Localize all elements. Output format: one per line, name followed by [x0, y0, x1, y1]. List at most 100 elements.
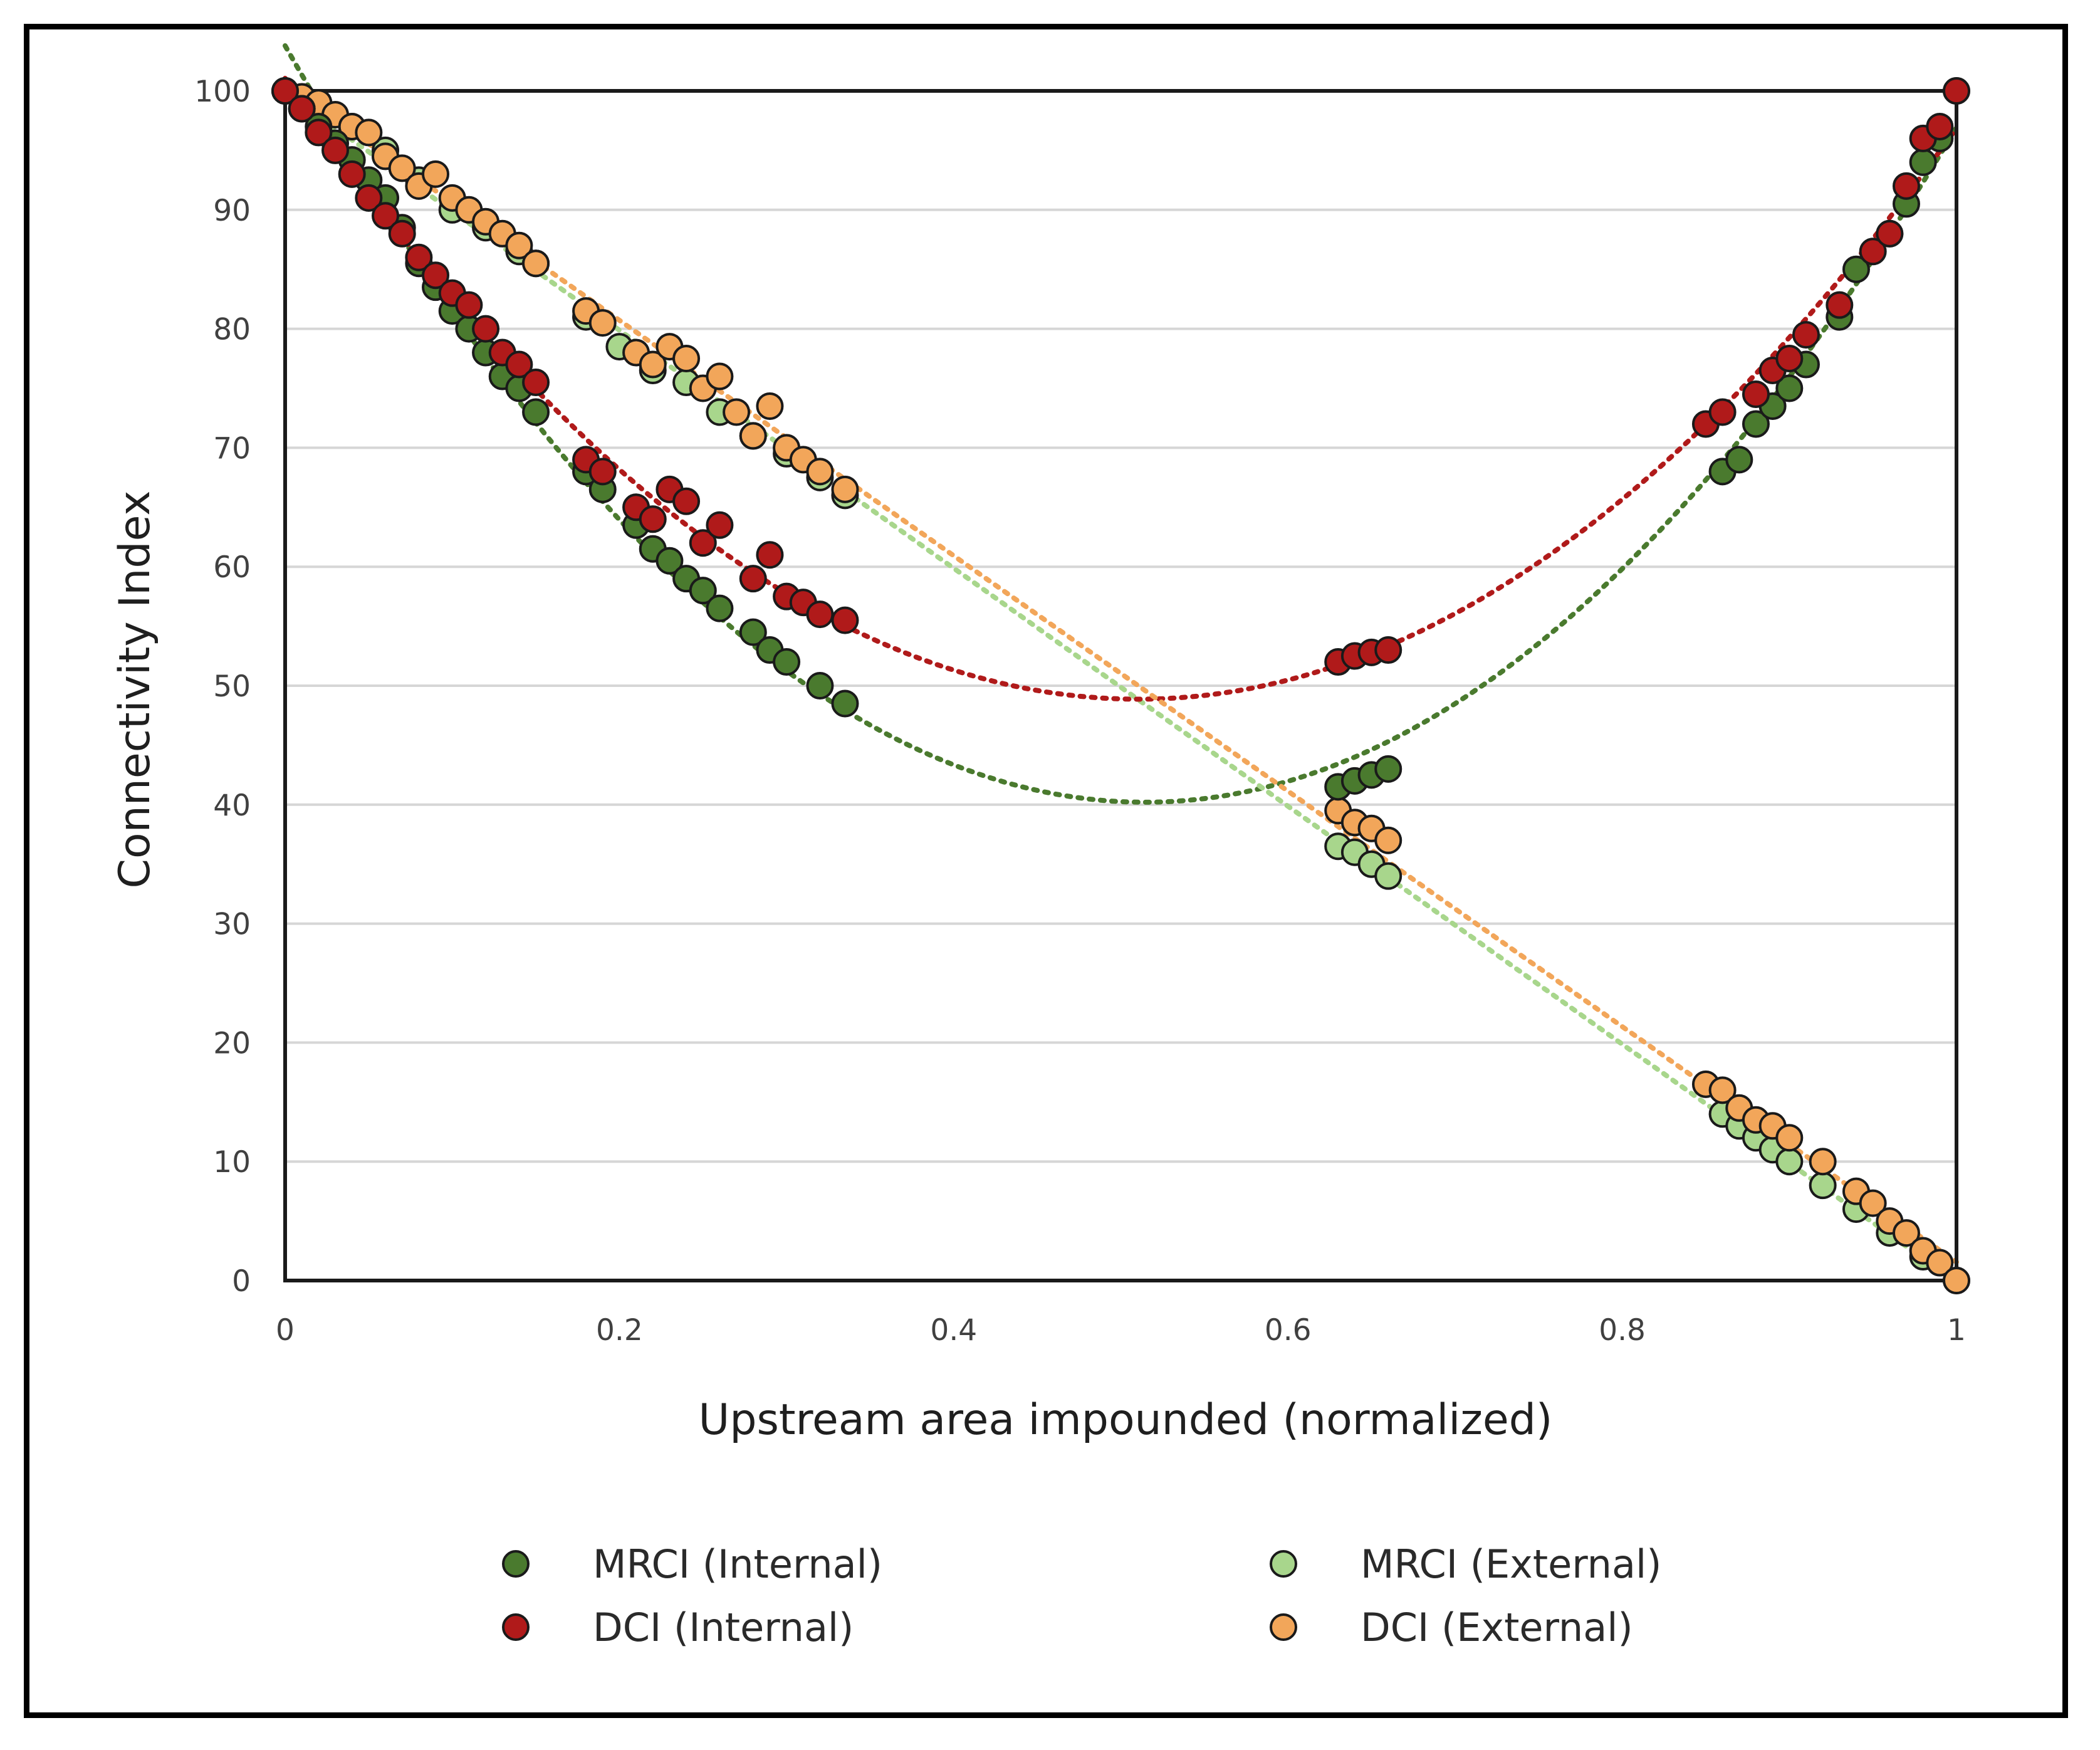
legend-marker: [1270, 1613, 1297, 1641]
x-tick-label: 0.6: [1265, 1313, 1312, 1348]
point-series-0: [1842, 255, 1870, 283]
x-tick-label: 0.8: [1599, 1313, 1646, 1348]
point-series-0: [1742, 410, 1770, 438]
x-tick-label: 1: [1947, 1313, 1966, 1348]
point-series-2: [271, 77, 299, 105]
trendline-series-3: [283, 82, 1959, 1265]
point-series-3: [723, 398, 751, 426]
point-series-0: [522, 398, 550, 426]
point-series-3: [1859, 1189, 1887, 1217]
point-series-2: [405, 243, 433, 271]
point-series-1: [1775, 1148, 1804, 1176]
point-series-2: [422, 261, 450, 290]
point-series-3: [588, 309, 617, 337]
y-tick-label: 0: [232, 1264, 251, 1299]
legend-marker: [502, 1613, 530, 1641]
y-tick-label: 90: [213, 194, 251, 228]
x-axis-title: Upstream area impounded (normalized): [699, 1395, 1553, 1445]
point-series-3: [1892, 1219, 1920, 1247]
point-series-2: [1859, 238, 1887, 266]
plot-area-border: [283, 89, 1958, 1282]
legend-label: MRCI (Internal): [593, 1541, 882, 1587]
y-tick-label: 10: [213, 1145, 251, 1180]
point-series-0: [773, 648, 801, 676]
point-series-0: [656, 547, 684, 575]
point-series-2: [588, 458, 617, 486]
point-series-0: [706, 594, 734, 622]
point-series-2: [522, 369, 550, 397]
point-series-0: [1374, 755, 1403, 783]
point-series-3: [505, 231, 533, 259]
point-series-3: [831, 475, 859, 503]
y-tick-label: 40: [213, 789, 251, 823]
point-series-2: [321, 136, 350, 164]
point-series-2: [1943, 77, 1970, 105]
point-series-2: [806, 600, 834, 629]
point-series-0: [1909, 148, 1937, 176]
point-series-0: [1725, 446, 1753, 474]
x-axis-ticks: 0 0.2 0.4 0.6 0.8 1: [276, 1313, 1966, 1348]
point-series-3: [1708, 1076, 1737, 1104]
point-series-2: [1792, 321, 1820, 349]
point-series-1: [1374, 862, 1403, 890]
point-series-3: [1809, 1148, 1837, 1176]
y-tick-label: 50: [213, 669, 251, 704]
point-series-3: [706, 362, 734, 390]
point-series-1: [1809, 1171, 1837, 1200]
point-series-3: [806, 458, 834, 486]
point-series-2: [388, 219, 416, 248]
point-series-2: [338, 160, 366, 188]
legend-label: DCI (Internal): [593, 1605, 854, 1650]
point-series-2: [288, 95, 316, 123]
point-series-3: [388, 154, 416, 182]
trendlines: [283, 43, 1959, 1285]
point-series-2: [455, 291, 483, 319]
legend-label: DCI (External): [1361, 1605, 1633, 1650]
point-series-2: [1826, 291, 1854, 319]
point-series-2: [1926, 112, 1954, 140]
trendline-series-2: [283, 75, 1959, 702]
point-series-2: [739, 565, 767, 593]
figure-frame: [24, 24, 2068, 1718]
x-tick-label: 0.4: [930, 1313, 977, 1348]
point-series-0: [806, 672, 834, 699]
x-tick-label: 0: [276, 1313, 295, 1348]
point-series-2: [505, 350, 533, 379]
trendline-series-0: [283, 43, 1959, 805]
y-tick-label: 70: [213, 431, 251, 466]
point-series-2: [305, 118, 333, 147]
point-series-3: [522, 249, 550, 278]
y-axis-ticks: 0 10 20 30 40 50 60 70 80 90 100: [194, 75, 251, 1299]
point-series-2: [355, 184, 383, 212]
point-series-3: [739, 422, 767, 450]
legend-marker: [502, 1550, 530, 1578]
y-axis-title: Connectivity Index: [110, 491, 160, 889]
point-series-3: [1775, 1124, 1804, 1152]
point-series-2: [1708, 398, 1737, 426]
data-points: [271, 77, 1970, 1294]
legend: MRCI (Internal) MRCI (External) DCI (Inter…: [502, 1541, 1661, 1650]
point-series-2: [1775, 345, 1804, 373]
point-series-2: [372, 202, 400, 230]
point-series-2: [1892, 172, 1920, 200]
point-series-0: [689, 577, 717, 605]
point-series-3: [1374, 826, 1403, 854]
legend-marker: [1270, 1550, 1297, 1578]
legend-label: MRCI (External): [1361, 1541, 1661, 1587]
point-series-3: [422, 160, 450, 188]
point-series-2: [831, 606, 859, 634]
point-series-3: [672, 345, 701, 373]
point-series-2: [472, 315, 500, 343]
point-series-2: [706, 511, 734, 539]
point-series-2: [639, 505, 667, 533]
point-series-3: [639, 350, 667, 379]
point-series-2: [1876, 219, 1904, 248]
y-tick-label: 80: [213, 313, 251, 347]
point-series-2: [1374, 636, 1403, 664]
point-series-3: [355, 118, 383, 147]
point-series-3: [1926, 1249, 1954, 1277]
y-tick-label: 100: [194, 75, 251, 109]
y-tick-label: 60: [213, 550, 251, 585]
point-series-2: [756, 541, 784, 569]
y-tick-label: 20: [213, 1026, 251, 1061]
